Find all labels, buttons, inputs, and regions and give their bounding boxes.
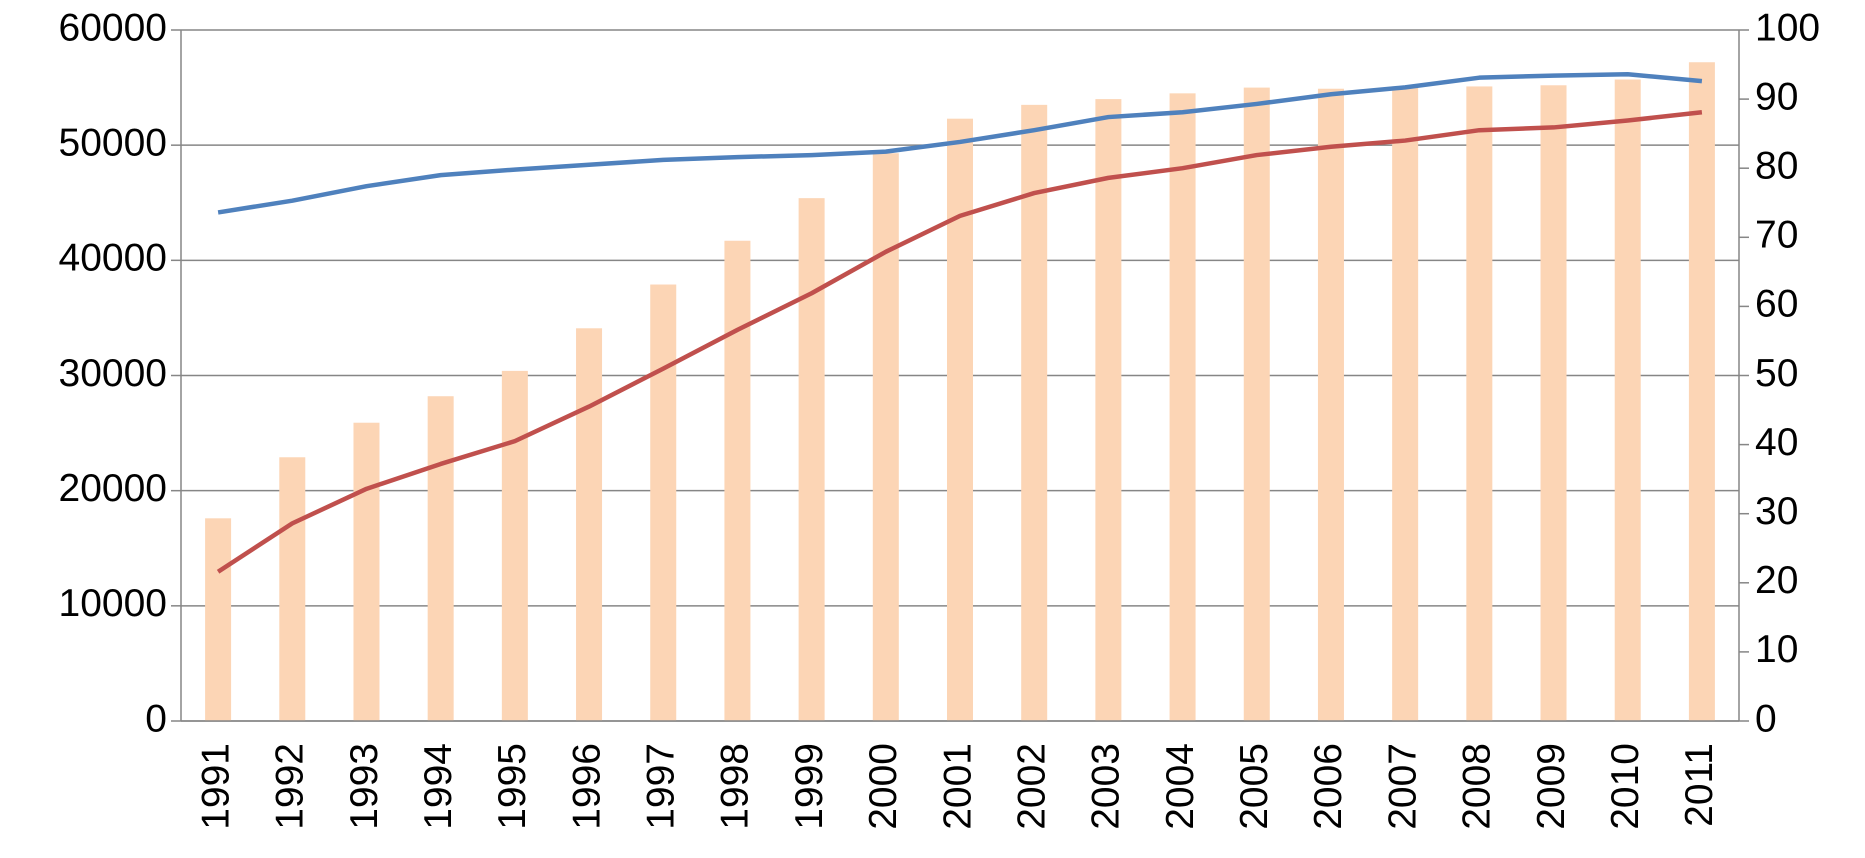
bar	[501, 370, 528, 721]
x-tick-label: 1991	[194, 743, 237, 830]
bar	[947, 118, 973, 721]
y2-tick-label: 60	[1755, 283, 1798, 326]
x-tick-label: 2003	[1085, 743, 1128, 830]
y2-tick-label: 80	[1755, 144, 1798, 187]
bar	[353, 422, 380, 721]
bar	[205, 518, 232, 721]
y-tick-label: 10000	[59, 582, 167, 625]
x-tick-label: 1996	[565, 743, 608, 830]
bar	[1688, 62, 1715, 722]
x-tick-label: 1993	[343, 743, 386, 830]
y-tick-label: 50000	[59, 121, 167, 164]
x-tick-label: 2004	[1159, 743, 1202, 830]
bar	[1392, 86, 1419, 722]
x-tick-label: 1995	[491, 743, 534, 830]
bar	[872, 153, 899, 721]
line	[216, 109, 1703, 574]
x-tick-label: 2011	[1678, 743, 1721, 827]
bar	[427, 396, 454, 721]
x-tick-label: 2002	[1010, 743, 1053, 830]
y-tick-label: 0	[145, 697, 167, 740]
x-tick-label: 2009	[1530, 743, 1573, 830]
bar	[1095, 99, 1122, 722]
x-tick-label: 1994	[417, 743, 460, 830]
y2-tick-label: 100	[1755, 6, 1820, 49]
y2-tick-label: 70	[1755, 214, 1798, 257]
x-tick-label: 1992	[269, 743, 312, 830]
bar	[1317, 88, 1344, 722]
bar	[576, 328, 603, 721]
y-tick-label: 60000	[59, 6, 167, 49]
bar	[1169, 93, 1196, 721]
bar	[650, 284, 677, 721]
x-tick-label: 2007	[1381, 743, 1424, 830]
y2-tick-label: 20	[1755, 559, 1798, 602]
bar	[724, 240, 751, 721]
bar	[279, 457, 306, 721]
y2-tick-label: 30	[1755, 490, 1798, 533]
x-tick-label: 2010	[1604, 743, 1647, 830]
x-tick-label: 2006	[1307, 743, 1350, 830]
bar	[1614, 79, 1641, 721]
y2-tick-label: 0	[1755, 697, 1777, 740]
y2-tick-label: 90	[1755, 75, 1798, 118]
y-tick-label: 20000	[59, 467, 167, 510]
bar	[798, 198, 825, 722]
bar	[1540, 85, 1567, 721]
y-tick-label: 40000	[59, 237, 167, 280]
x-tick-label: 1998	[714, 743, 757, 830]
bar	[1466, 86, 1493, 722]
bar	[1243, 87, 1270, 722]
y-tick-label: 30000	[59, 352, 167, 395]
x-tick-label: 1999	[788, 743, 831, 830]
x-tick-label: 2008	[1456, 743, 1499, 830]
x-tick-label: 2005	[1233, 743, 1276, 830]
y2-tick-label: 40	[1755, 421, 1798, 464]
x-tick-label: 1997	[640, 743, 683, 830]
bar	[1021, 104, 1048, 721]
y2-tick-label: 50	[1755, 352, 1798, 395]
x-tick-label: 2000	[862, 743, 905, 830]
line	[217, 71, 1703, 215]
x-tick-label: 2001	[936, 743, 979, 830]
y2-tick-label: 10	[1755, 628, 1798, 671]
